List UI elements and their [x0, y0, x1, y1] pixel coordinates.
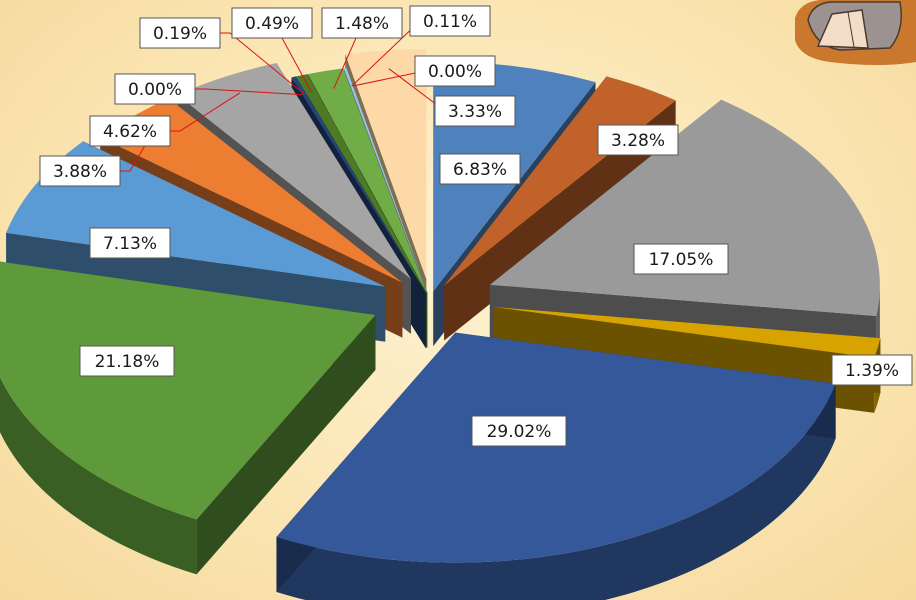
data-label-box — [321, 7, 403, 39]
pie-slice-top — [291, 76, 426, 294]
data-label: 0.00% — [414, 55, 496, 87]
data-label-text: 0.00% — [128, 80, 182, 100]
data-label-box — [597, 124, 679, 156]
pie-slice-wall — [196, 314, 376, 575]
data-label-text: 0.19% — [153, 24, 207, 44]
corner-illustration — [795, 0, 916, 65]
data-label-text: 3.88% — [53, 162, 107, 182]
data-label: 7.13% — [89, 227, 171, 259]
data-label-text: 17.05% — [649, 250, 714, 270]
data-label-box — [231, 7, 313, 39]
data-label: 0.49% — [231, 7, 313, 39]
data-label-text: 0.49% — [245, 14, 299, 34]
data-label: 17.05% — [633, 243, 729, 275]
pie-slice-top — [489, 99, 880, 317]
pie-slice-top — [308, 68, 427, 294]
data-label-box — [471, 415, 567, 447]
data-label-text: 6.83% — [453, 160, 507, 180]
data-label-box — [434, 95, 516, 127]
data-label: 6.83% — [439, 153, 521, 185]
pie-slice-top — [345, 49, 427, 280]
data-label-box — [414, 55, 496, 87]
data-label-box — [89, 227, 171, 259]
data-label-text: 21.18% — [95, 352, 160, 372]
data-label: 3.28% — [597, 124, 679, 156]
data-label: 4.62% — [89, 115, 171, 147]
leader-line — [170, 92, 241, 132]
data-label: 21.18% — [79, 345, 175, 377]
leader-line — [195, 88, 303, 96]
data-label: 3.88% — [39, 155, 121, 187]
data-label-text: 4.62% — [103, 122, 157, 142]
data-label-box — [439, 153, 521, 185]
pie-slice-top — [493, 306, 881, 358]
data-label-text: 3.33% — [448, 102, 502, 122]
data-label-text: 7.13% — [103, 234, 157, 254]
pie-slice-top — [0, 261, 376, 520]
data-label: 1.48% — [321, 7, 403, 39]
data-label: 0.11% — [409, 5, 491, 37]
pie-slice-side — [276, 383, 836, 600]
data-label-box — [633, 243, 729, 275]
data-label-box — [79, 345, 175, 377]
data-label-box — [139, 17, 221, 49]
pie-slice — [0, 261, 376, 575]
pie-slice-top — [100, 98, 403, 283]
data-label-text: 1.48% — [335, 14, 389, 34]
data-label-box — [114, 73, 196, 105]
data-label-text: 29.02% — [487, 422, 552, 442]
data-label: 0.19% — [139, 17, 221, 49]
leader-line — [220, 32, 305, 95]
data-label: 0.00% — [114, 73, 196, 105]
data-label-text: 0.00% — [428, 62, 482, 82]
data-label-box — [409, 5, 491, 37]
pie-slice-top — [276, 332, 836, 563]
data-label-box — [89, 115, 171, 147]
data-label-text: 1.39% — [845, 361, 899, 381]
pie-slice-side — [0, 377, 197, 575]
pie-slice — [276, 332, 836, 600]
pie-slice-top — [296, 74, 427, 294]
data-label: 3.33% — [434, 95, 516, 127]
pie-slice-top — [177, 63, 411, 279]
pie-slice-top — [343, 67, 428, 293]
data-label-box — [831, 354, 913, 386]
data-label-box — [39, 155, 121, 187]
data-label-text: 0.11% — [423, 12, 477, 32]
data-label-text: 3.28% — [611, 131, 665, 151]
data-label: 1.39% — [831, 354, 913, 386]
data-label: 29.02% — [471, 415, 567, 447]
